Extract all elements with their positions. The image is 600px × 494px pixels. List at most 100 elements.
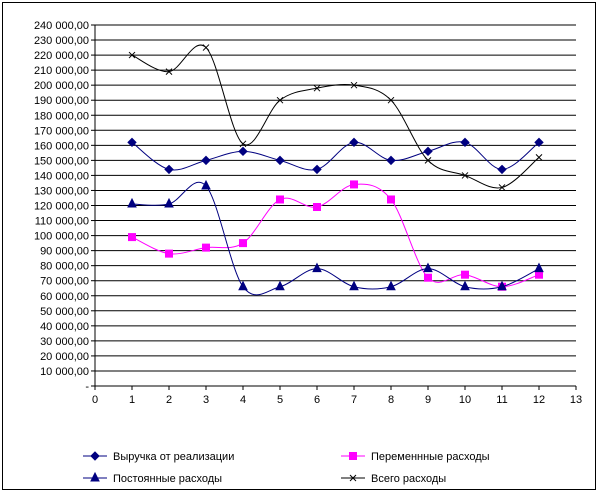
y-tick-label: 160 000,00 xyxy=(34,140,89,152)
x-tick-label: 6 xyxy=(314,394,320,406)
x-tick-label: 4 xyxy=(240,394,246,406)
diamond-marker xyxy=(423,146,433,157)
diamond-marker xyxy=(534,137,544,148)
x-marker xyxy=(535,154,543,161)
x-marker xyxy=(498,184,506,191)
x-tick-label: 9 xyxy=(425,394,431,406)
x-marker-stroke xyxy=(350,81,358,89)
square-marker xyxy=(276,195,284,204)
x-tick-label: 11 xyxy=(496,394,507,406)
y-tick-label: 180 000,00 xyxy=(34,110,89,122)
y-tick-label: 110 000,00 xyxy=(35,216,89,228)
y-tick-label: 50 000,00 xyxy=(40,306,89,318)
triangle-marker xyxy=(238,280,248,291)
diamond-marker xyxy=(238,146,248,157)
x-marker-stroke xyxy=(498,184,506,191)
legend-label: Всего расходы xyxy=(371,473,446,485)
line-chart: - 10 000,00 20 000,00 30 000,00 40 000,00 50 … xyxy=(34,20,582,485)
y-tick-label: 220 000,00 xyxy=(34,50,89,62)
triangle-marker xyxy=(90,471,100,482)
x-marker xyxy=(202,44,210,51)
diamond-marker xyxy=(275,155,285,166)
y-tick-label: 30 000,00 xyxy=(40,336,89,348)
x-tick-label: 7 xyxy=(351,394,357,406)
y-tick-label: 240 000,00 xyxy=(34,20,89,32)
legend-item: Всего расходы xyxy=(341,473,446,485)
diamond-marker xyxy=(201,155,211,166)
square-marker xyxy=(350,180,358,189)
y-tick-label: 80 000,00 xyxy=(40,261,89,273)
x-tick-label: 8 xyxy=(388,394,394,406)
legend-item: Постоянные расходы xyxy=(83,471,222,485)
x-marker xyxy=(461,172,469,179)
square-marker xyxy=(424,273,432,282)
x-marker xyxy=(387,96,395,104)
square-marker xyxy=(461,270,469,279)
x-marker xyxy=(424,157,432,164)
y-tick-label: 100 000,00 xyxy=(34,231,89,243)
x-marker-stroke xyxy=(424,157,432,164)
y-tick-label: 190 000,00 xyxy=(34,95,89,107)
series-layer xyxy=(127,44,544,296)
y-tick-label: - xyxy=(85,381,89,393)
legend-item: Выручка от реализации xyxy=(83,451,234,463)
x-marker xyxy=(276,96,284,104)
legend: Выручка от реализации Переменнные расходы… xyxy=(83,451,490,485)
triangle-marker xyxy=(460,280,470,291)
y-tick-label: 140 000,00 xyxy=(34,170,89,182)
legend-label: Переменнные расходы xyxy=(371,451,490,463)
y-tick-label: 150 000,00 xyxy=(34,155,89,167)
grid-lines xyxy=(95,24,576,372)
triangle-marker xyxy=(386,280,396,291)
square-marker xyxy=(202,243,210,252)
legend-label: Выручка от реализации xyxy=(113,451,234,463)
x-tick-label: 5 xyxy=(277,394,283,406)
square-marker xyxy=(239,239,247,248)
x-marker-stroke xyxy=(461,172,469,179)
y-tick-label: 170 000,00 xyxy=(34,125,89,137)
x-marker-stroke xyxy=(349,474,357,482)
x-tick-label: 12 xyxy=(533,394,545,406)
triangle-marker xyxy=(497,280,507,291)
square-marker xyxy=(535,270,543,279)
square-marker xyxy=(387,195,395,204)
y-tick-label: 70 000,00 xyxy=(40,276,89,288)
x-marker-stroke xyxy=(535,154,543,161)
square-marker xyxy=(313,203,321,212)
x-marker xyxy=(128,51,136,59)
diamond-marker xyxy=(312,164,322,175)
square-marker xyxy=(165,249,173,258)
x-marker-stroke xyxy=(202,44,210,51)
x-marker xyxy=(165,68,173,75)
triangle-marker xyxy=(423,262,433,273)
square-marker xyxy=(128,233,136,242)
y-tick-label: 230 000,00 xyxy=(34,35,89,47)
diamond-marker xyxy=(349,137,359,148)
chart-frame: - 10 000,00 20 000,00 30 000,00 40 000,00 50 … xyxy=(2,2,596,490)
triangle-marker xyxy=(164,197,174,208)
y-tick-label: 130 000,00 xyxy=(34,185,89,197)
x-marker-stroke xyxy=(239,140,247,148)
y-tick-label: 10 000,00 xyxy=(40,366,89,378)
diamond-marker xyxy=(386,155,396,166)
x-marker xyxy=(350,81,358,89)
x-tick-label: 0 xyxy=(92,394,98,406)
triangle-marker xyxy=(127,197,137,208)
series-2 xyxy=(128,180,543,291)
x-tick-label: 1 xyxy=(129,394,135,406)
square-marker xyxy=(349,452,357,460)
diamond-marker xyxy=(127,137,137,148)
series-1 xyxy=(127,137,544,175)
x-marker xyxy=(239,140,247,148)
triangle-marker xyxy=(349,280,359,291)
x-marker-stroke xyxy=(276,96,284,104)
y-tick-label: 90 000,00 xyxy=(40,246,89,258)
y-tick-label: 120 000,00 xyxy=(34,201,89,213)
triangle-marker xyxy=(201,179,211,190)
x-marker-stroke xyxy=(387,96,395,104)
x-marker-stroke xyxy=(313,84,321,92)
x-tick-label: 10 xyxy=(459,394,471,406)
diamond-marker xyxy=(497,164,507,175)
x-marker xyxy=(313,84,321,92)
legend-item: Переменнные расходы xyxy=(341,451,490,463)
